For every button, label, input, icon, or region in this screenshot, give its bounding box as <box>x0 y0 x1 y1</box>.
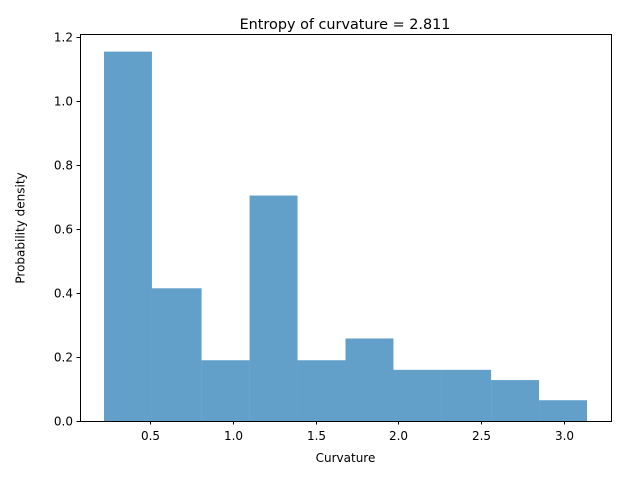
y-tick-label: 0.4 <box>54 287 73 301</box>
x-tick-label: 3.0 <box>555 429 574 443</box>
histogram-bar <box>297 360 346 421</box>
x-axis-label: Curvature <box>316 451 376 465</box>
y-tick-label: 0.2 <box>54 351 73 365</box>
histogram-bar <box>491 380 540 421</box>
histogram-bar <box>103 51 152 422</box>
y-axis-label: Probability density <box>14 172 28 283</box>
x-tick-label: 1.5 <box>307 429 326 443</box>
y-axis-ticks: 0.0 0.2 0.4 0.6 0.8 1.0 1.2 <box>54 31 80 429</box>
histogram-bar <box>345 338 394 421</box>
y-tick-label: 0.6 <box>54 223 73 237</box>
chart-title: Entropy of curvature = 2.811 <box>240 17 451 33</box>
bars-group <box>103 51 588 422</box>
x-tick-label: 0.5 <box>141 429 160 443</box>
x-tick-label: 2.5 <box>472 429 491 443</box>
y-tick-label: 0.8 <box>54 159 73 173</box>
plot-frame <box>80 34 612 422</box>
histogram-bar <box>393 369 442 421</box>
histogram-bar <box>151 288 202 421</box>
histogram-bar <box>441 369 492 421</box>
histogram-bar <box>539 400 588 421</box>
histogram-bar <box>201 360 250 421</box>
x-tick-label: 2.0 <box>389 429 408 443</box>
histogram-bar <box>249 195 298 421</box>
x-tick-label: 1.0 <box>224 429 243 443</box>
x-axis-ticks: 0.5 1.0 1.5 2.0 2.5 3.0 <box>141 421 574 443</box>
y-tick-label: 0.0 <box>54 415 73 429</box>
y-tick-label: 1.2 <box>54 31 73 45</box>
y-tick-label: 1.0 <box>54 95 73 109</box>
